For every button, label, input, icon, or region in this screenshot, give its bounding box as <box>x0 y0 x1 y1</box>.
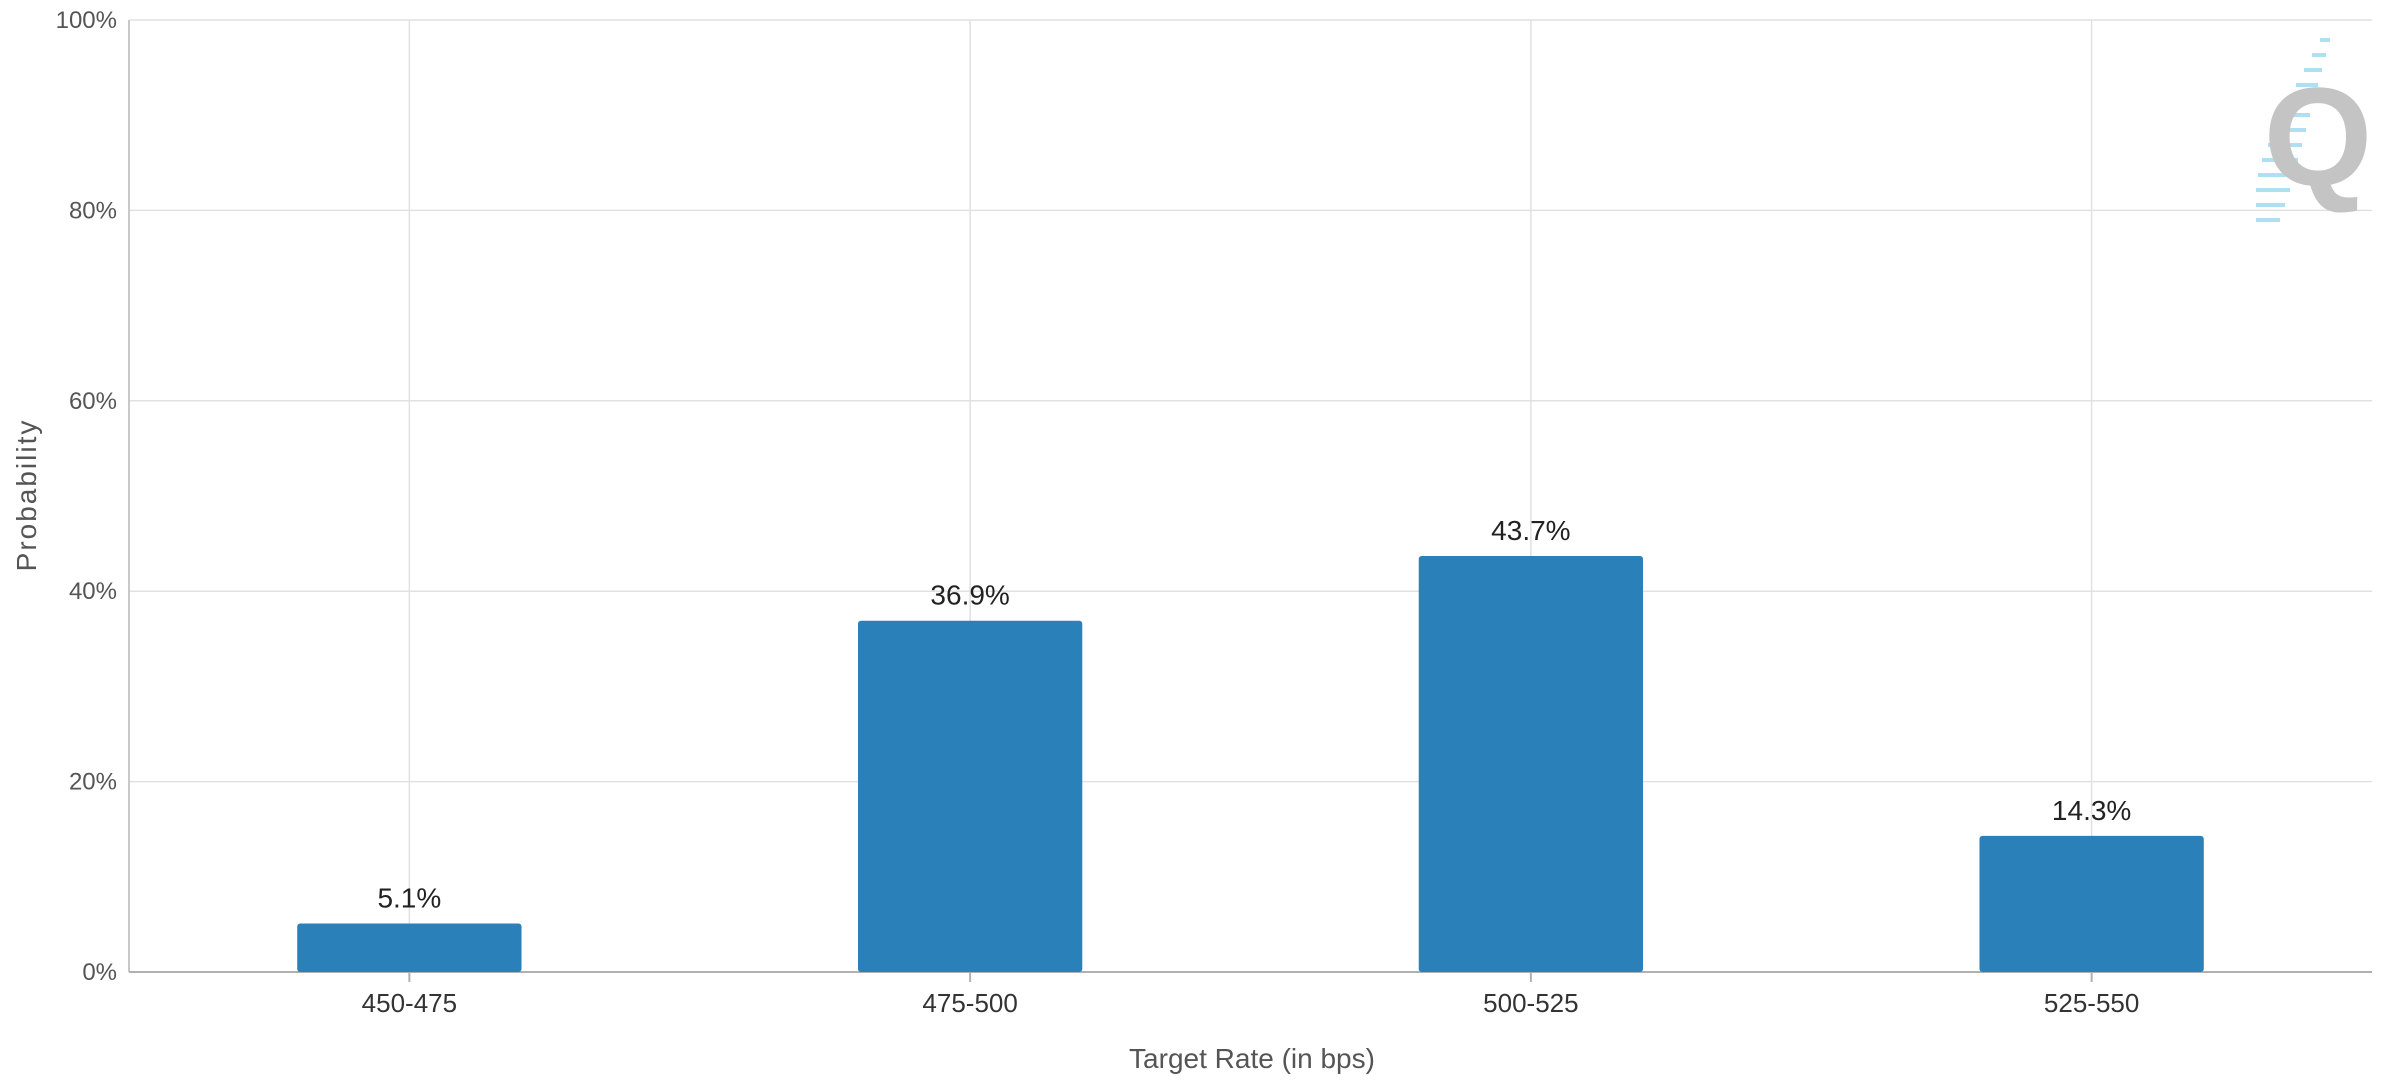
bar[interactable] <box>1418 555 1644 972</box>
watermark-logo: Q <box>2256 38 2373 222</box>
x-tick-label: 500-525 <box>1483 988 1578 1018</box>
x-axis-title: Target Rate (in bps) <box>1129 1043 1375 1074</box>
bar[interactable] <box>297 923 522 972</box>
x-tick-label: 450-475 <box>362 988 457 1018</box>
y-tick-label: 20% <box>69 769 117 796</box>
watermark-q-letter: Q <box>2264 58 2373 215</box>
y-tick-label: 60% <box>69 388 117 415</box>
y-tick-label: 100% <box>56 7 117 34</box>
grid-lines <box>129 19 2372 972</box>
bar-data-label: 36.9% <box>930 580 1009 611</box>
bar[interactable] <box>857 620 1083 972</box>
y-axis-title: Probability <box>11 419 42 572</box>
y-tick-label: 0% <box>82 959 117 986</box>
bar-data-label: 5.1% <box>377 882 441 913</box>
y-tick-label: 40% <box>69 578 117 605</box>
tick-labels: 0% 20% 40% 60% 80% 100% 450-475 475-500 500-525 5… <box>56 7 2140 1018</box>
x-tick-label: 475-500 <box>922 988 1017 1018</box>
bars <box>297 555 2204 972</box>
data-labels: 5.1% 36.9% 43.7% 14.3% <box>377 515 2131 913</box>
bar-data-label: 14.3% <box>2052 795 2131 826</box>
bar-data-label: 43.7% <box>1491 515 1570 546</box>
y-tick-label: 80% <box>69 197 117 224</box>
x-tick-label: 525-550 <box>2044 988 2139 1018</box>
watermark-stripes <box>2256 38 2330 222</box>
bar[interactable] <box>1979 835 2204 972</box>
